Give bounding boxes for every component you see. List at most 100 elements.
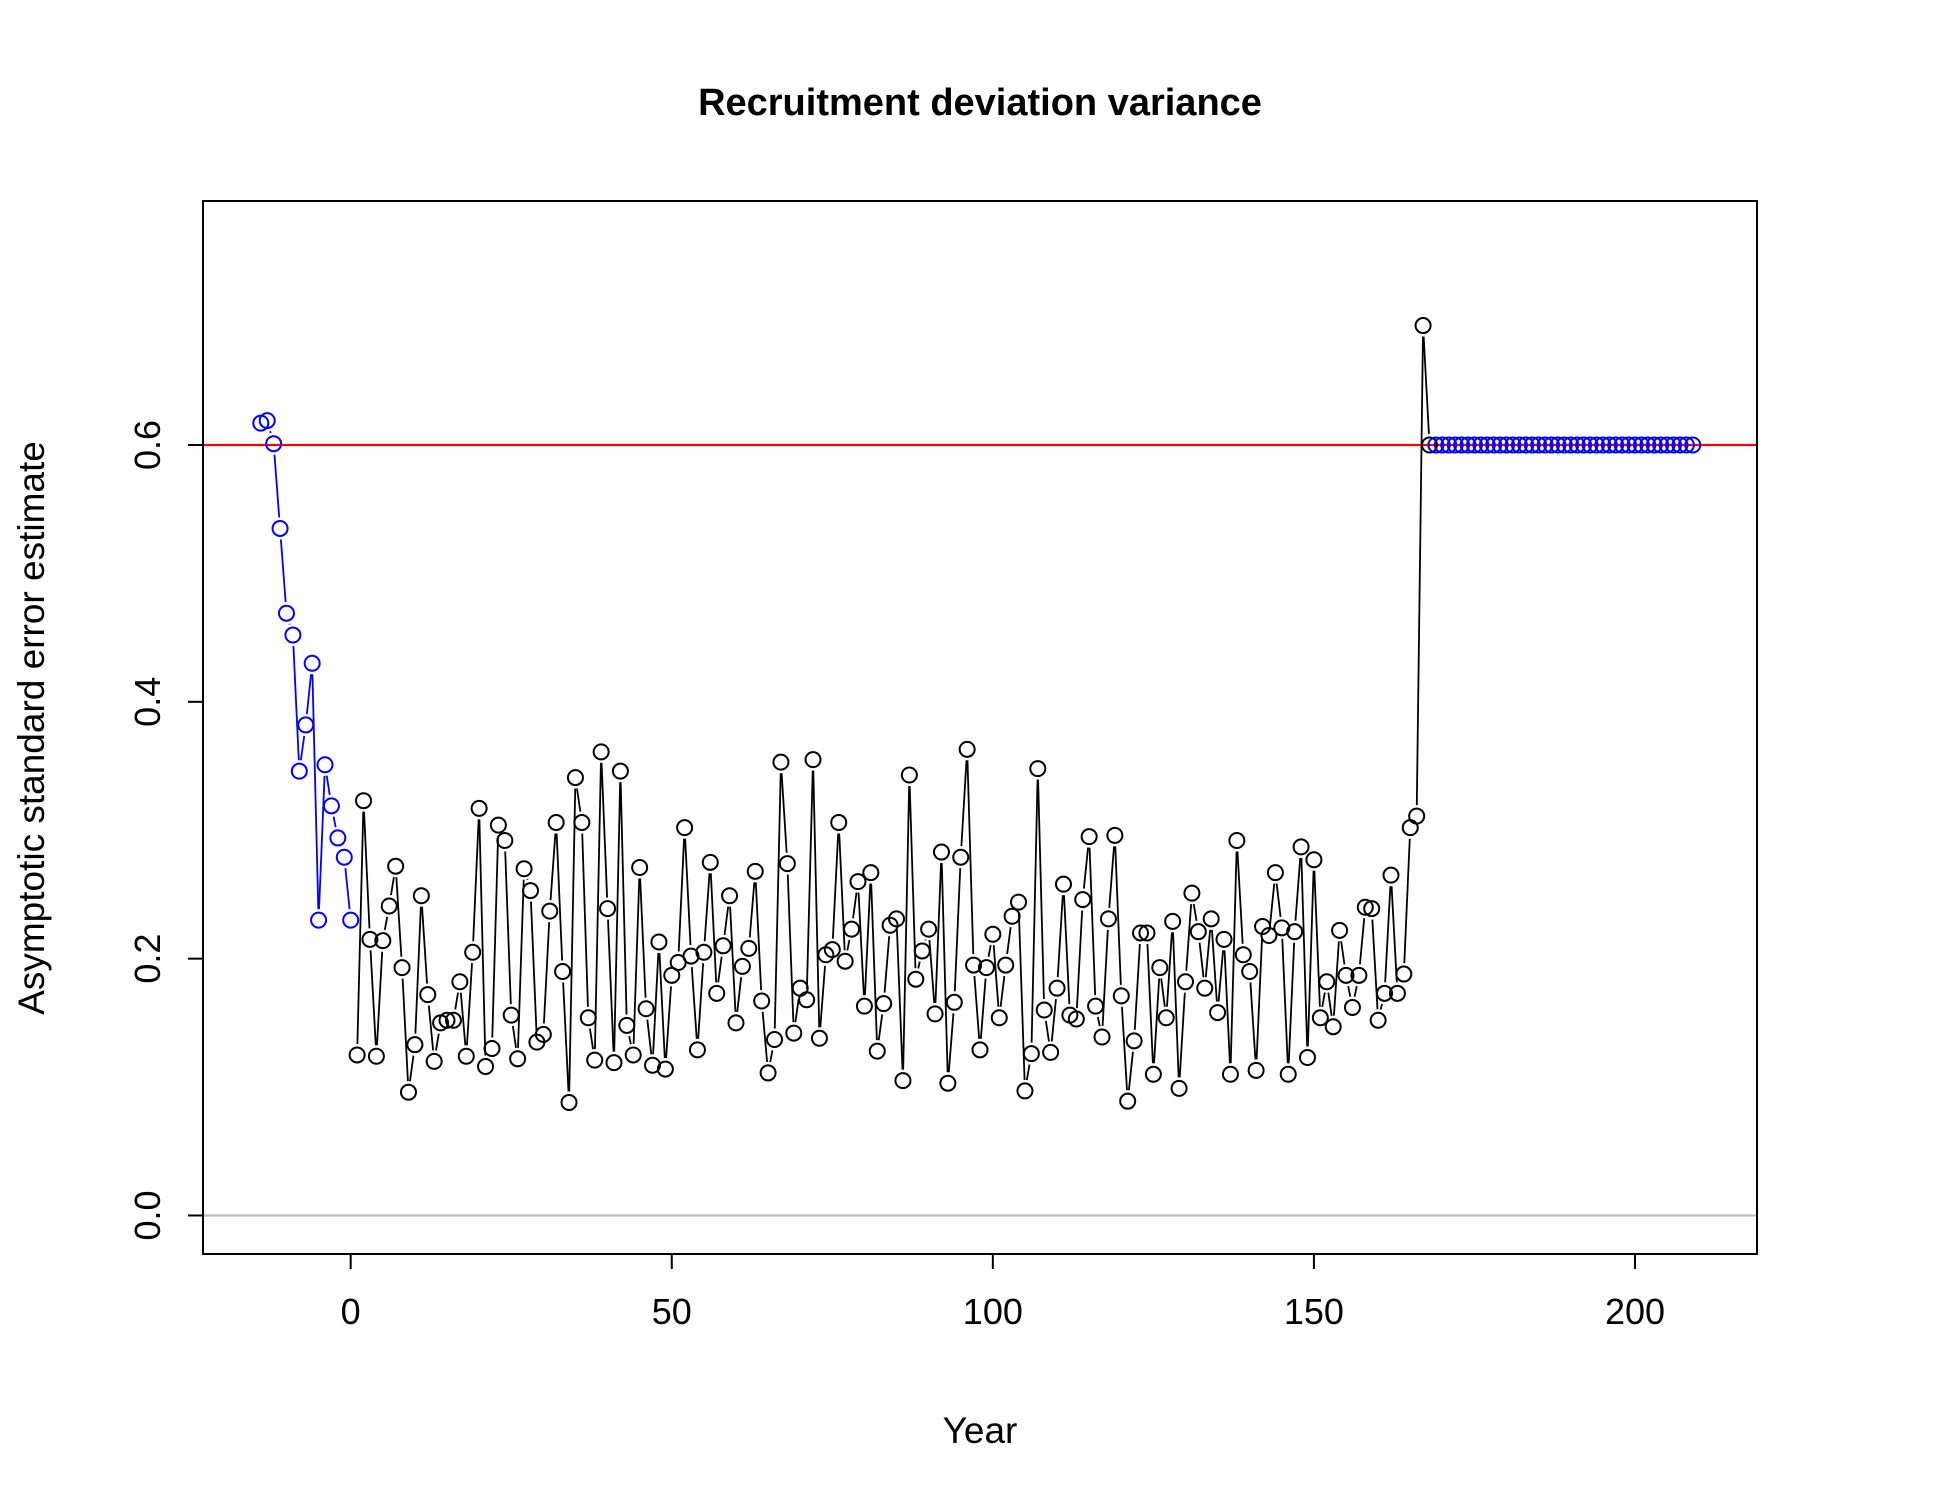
data-point — [1465, 436, 1483, 454]
series-segment — [773, 773, 782, 1029]
series-segment — [1146, 943, 1154, 1064]
series-segment — [852, 892, 858, 919]
series-segment — [709, 873, 718, 983]
data-point — [1632, 436, 1650, 454]
data-point — [1042, 1043, 1060, 1061]
series-segment — [1403, 838, 1411, 964]
data-point — [1382, 866, 1400, 884]
series-segment — [896, 929, 904, 1070]
series-segment — [1379, 1003, 1383, 1010]
data-point — [560, 1093, 578, 1111]
data-point — [920, 920, 938, 938]
data-point — [457, 1047, 475, 1065]
data-point — [1311, 1009, 1329, 1027]
data-point — [804, 751, 822, 769]
data-point — [1446, 436, 1464, 454]
data-point — [355, 792, 373, 810]
series-segment — [562, 982, 570, 1092]
series-segment — [628, 1035, 632, 1045]
data-point — [290, 762, 308, 780]
data-point — [618, 1016, 636, 1034]
data-point — [1260, 927, 1278, 945]
series-segment — [395, 877, 403, 957]
series-segment — [568, 788, 577, 1092]
data-point — [1658, 436, 1676, 454]
series-segment — [864, 883, 872, 996]
data-point — [1106, 826, 1124, 844]
data-point — [855, 997, 873, 1015]
series-segment — [831, 833, 840, 939]
series-segment — [812, 770, 821, 1028]
series-segment — [846, 939, 851, 951]
data-point — [438, 1011, 456, 1029]
data-point — [913, 942, 931, 960]
series-segment — [1255, 937, 1263, 1060]
data-point — [547, 814, 565, 832]
data-point — [1093, 1028, 1111, 1046]
series-segment — [953, 868, 962, 992]
data-point — [1054, 875, 1072, 893]
series-segment — [960, 760, 968, 847]
data-point — [1022, 1045, 1040, 1063]
data-point — [1221, 1065, 1239, 1083]
data-point — [1388, 984, 1406, 1002]
data-point — [900, 766, 918, 784]
series-segment — [1287, 942, 1296, 1064]
series-segment — [1281, 938, 1289, 1064]
series-segment — [1217, 950, 1224, 1002]
series-segment — [555, 833, 564, 961]
series-segment — [999, 975, 1006, 1007]
series-segment — [427, 1005, 435, 1051]
data-point — [1665, 436, 1683, 454]
data-point — [984, 925, 1002, 943]
data-point — [945, 993, 963, 1011]
series-segment — [543, 922, 551, 1024]
series-segment — [549, 833, 557, 901]
data-point — [1183, 884, 1201, 902]
series-segment — [652, 952, 660, 1055]
series-segment — [769, 1050, 774, 1063]
data-point — [554, 962, 572, 980]
series-segment — [1390, 886, 1398, 983]
data-point — [939, 1074, 957, 1092]
data-point — [502, 1006, 520, 1024]
data-point — [258, 412, 276, 430]
data-point — [1613, 436, 1631, 454]
data-point — [965, 956, 983, 974]
series-segment — [973, 975, 981, 1039]
series-layer — [252, 317, 1702, 1111]
data-point — [342, 911, 360, 929]
data-point — [1080, 828, 1098, 846]
series-segment — [318, 775, 326, 910]
data-point — [1523, 436, 1541, 454]
data-point — [971, 1041, 989, 1059]
series-segment — [600, 762, 609, 898]
series-segment — [269, 430, 272, 434]
series-segment — [786, 874, 795, 1023]
data-point — [1401, 819, 1419, 837]
data-point — [932, 843, 950, 861]
data-point — [695, 943, 713, 961]
series-segment — [1340, 941, 1346, 965]
data-point — [862, 864, 880, 882]
series-segment — [729, 906, 737, 1012]
data-point — [733, 957, 751, 975]
series-segment — [279, 539, 287, 603]
x-tick-label: 100 — [963, 1291, 1023, 1332]
series-segment — [1133, 943, 1141, 1030]
data-point — [1491, 436, 1509, 454]
data-point — [592, 743, 610, 761]
data-point — [676, 819, 694, 837]
data-point — [746, 862, 764, 880]
series-segment — [717, 956, 723, 983]
series-segment — [1269, 883, 1276, 925]
data-point — [599, 900, 617, 918]
data-point — [1433, 436, 1451, 454]
data-point — [1581, 436, 1599, 454]
data-point — [1652, 436, 1670, 454]
data-point — [753, 992, 771, 1010]
data-point — [1677, 436, 1695, 454]
data-point — [1298, 1049, 1316, 1067]
x-tick-label: 200 — [1605, 1291, 1665, 1332]
data-point — [1549, 436, 1567, 454]
